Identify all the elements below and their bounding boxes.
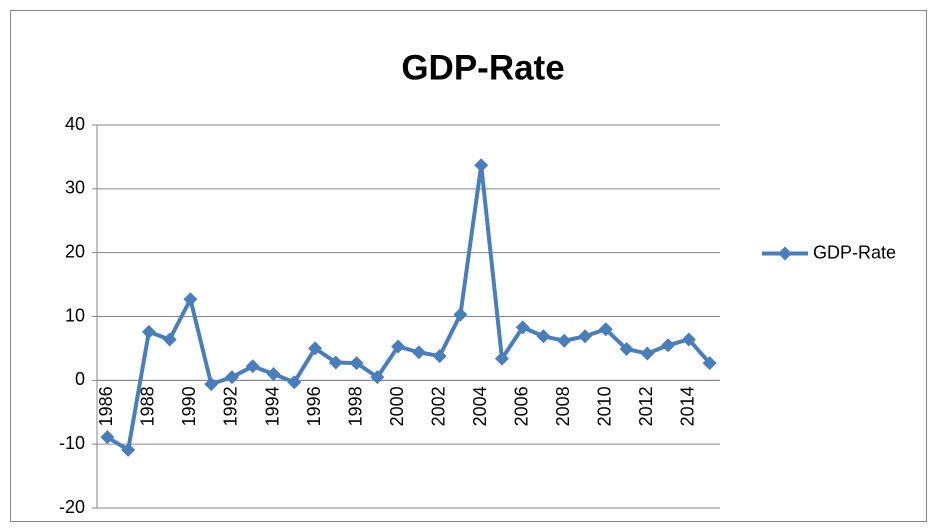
x-tick-label: 2004 — [470, 386, 490, 426]
marker — [661, 338, 676, 353]
marker — [640, 346, 655, 361]
x-tick-label: 1998 — [345, 386, 365, 426]
marker — [224, 370, 239, 385]
chart-title: GDP-Rate — [401, 48, 564, 87]
x-tick-label: 2000 — [387, 386, 407, 426]
marker — [494, 351, 509, 366]
x-tick-label: 2006 — [511, 386, 531, 426]
marker — [474, 158, 489, 173]
marker — [308, 341, 323, 356]
legend-marker — [778, 246, 792, 261]
y-tick-label: 20 — [65, 241, 85, 261]
marker — [536, 329, 551, 344]
marker — [557, 333, 572, 348]
legend-label: GDP-Rate — [813, 242, 896, 262]
marker — [453, 307, 468, 322]
marker — [391, 339, 406, 354]
x-tick-label: 1990 — [179, 386, 199, 426]
marker — [432, 349, 447, 364]
x-tick-label: 2008 — [553, 386, 573, 426]
y-tick-label: 40 — [65, 114, 85, 134]
marker — [183, 292, 198, 307]
marker — [162, 332, 177, 347]
y-tick-label: -20 — [59, 497, 85, 517]
marker — [515, 320, 530, 335]
marker — [328, 355, 343, 370]
x-tick-label: 1994 — [262, 386, 282, 426]
marker — [266, 366, 281, 381]
x-tick-label: 2002 — [428, 386, 448, 426]
x-tick-label: 2014 — [678, 386, 698, 426]
marker — [411, 345, 426, 360]
marker — [598, 322, 613, 337]
x-tick-label: 1988 — [138, 386, 158, 426]
marker — [141, 324, 156, 339]
y-tick-label: 10 — [65, 305, 85, 325]
y-tick-label: 0 — [75, 369, 85, 389]
marker — [100, 430, 115, 445]
marker — [121, 442, 136, 457]
marker — [619, 342, 634, 357]
marker — [204, 377, 219, 392]
marker — [702, 356, 717, 371]
marker — [349, 356, 364, 371]
x-tick-label: 2010 — [595, 386, 615, 426]
marker — [245, 359, 260, 374]
x-tick-label: 1996 — [304, 386, 324, 426]
marker — [370, 370, 385, 385]
x-tick-label: 2012 — [636, 386, 656, 426]
x-tick-label: 1992 — [221, 386, 241, 426]
marker — [287, 375, 302, 390]
x-tick-label: 1986 — [96, 386, 116, 426]
marker — [578, 329, 593, 344]
marker — [681, 332, 696, 347]
y-tick-label: 30 — [65, 178, 85, 198]
y-tick-label: -10 — [59, 433, 85, 453]
